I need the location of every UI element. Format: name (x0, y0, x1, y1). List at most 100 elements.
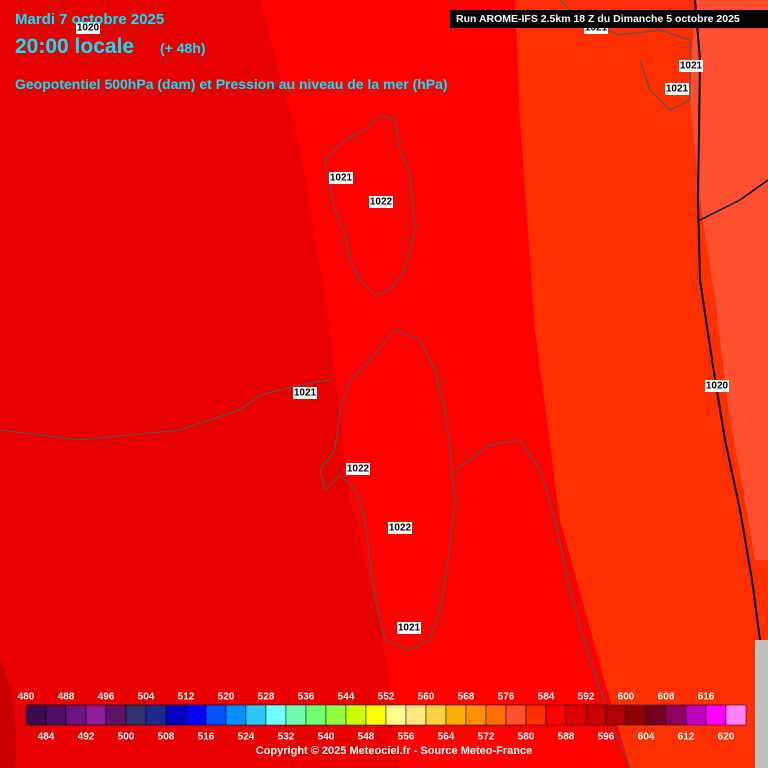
run-banner (450, 10, 768, 28)
colorbar-box (105, 704, 127, 726)
isobar-label: 1020 (706, 381, 729, 392)
colorbar-label: 496 (98, 692, 115, 703)
colorbar-label: 540 (318, 732, 335, 743)
colorbar-label: 580 (518, 732, 535, 743)
zone-596 (690, 0, 768, 560)
colorbar-box (485, 704, 507, 726)
isobar-label: 1021 (294, 388, 317, 399)
lead-time: (+ 48h) (160, 40, 206, 56)
colorbar-box (25, 704, 47, 726)
isobar-label: 1022 (370, 197, 393, 208)
isobar-label-bg (369, 196, 393, 208)
colorbar-box (225, 704, 247, 726)
colorbar-label: 576 (498, 692, 515, 703)
colorbar-label: 520 (218, 692, 235, 703)
colorbar-box (125, 704, 147, 726)
isobar-label-bg (76, 22, 100, 34)
run-info: Run AROME-IFS 2.5km 18 Z du Dimanche 5 o… (456, 13, 740, 25)
colorbar-label: 524 (238, 732, 255, 743)
outside-domain (755, 640, 768, 768)
colorbar-label: 612 (678, 732, 695, 743)
colorbar-label: 492 (78, 732, 95, 743)
colorbar-box (365, 704, 387, 726)
colorbar-box (285, 704, 307, 726)
isobar-label: 1021 (680, 61, 703, 72)
colorbar-box (185, 704, 207, 726)
isobar-label-bg (665, 83, 689, 95)
colorbar-label: 588 (558, 732, 575, 743)
colorbar-label: 532 (278, 732, 295, 743)
colorbar-label: 560 (418, 692, 435, 703)
isobar-label-bg (679, 60, 703, 72)
isobar-label: 1021 (585, 23, 608, 34)
colorbar-label: 584 (538, 692, 555, 703)
colorbar-label: 608 (658, 692, 675, 703)
colorbar-label: 564 (438, 732, 455, 743)
colorbar-box (505, 704, 527, 726)
zone-584 (0, 0, 400, 768)
colorbar-box (445, 704, 467, 726)
colorbar-box (205, 704, 227, 726)
colorbar-box (525, 704, 547, 726)
colorbar-box (145, 704, 167, 726)
colorbar-box (725, 704, 747, 726)
colorbar-label: 556 (398, 732, 415, 743)
isobar-label-bg (397, 622, 421, 634)
colorbar-label: 596 (598, 732, 615, 743)
time: 20:00 locale (15, 35, 134, 58)
zone-580 (0, 660, 16, 768)
colorbar-box (405, 704, 427, 726)
isobar-label: 1021 (330, 173, 353, 184)
isobar-label: 1020 (77, 23, 100, 34)
colorbar-box (65, 704, 87, 726)
colorbar-box (85, 704, 107, 726)
colorbar-label: 512 (178, 692, 195, 703)
colorbar-box (425, 704, 447, 726)
colorbar-box (665, 704, 687, 726)
colorbar-label: 572 (478, 732, 495, 743)
colorbar-box (605, 704, 627, 726)
colorbar-label: 552 (378, 692, 395, 703)
coastlines (0, 0, 691, 768)
border (694, 0, 761, 641)
isobar-label-bg (346, 463, 370, 475)
zone-588 (260, 0, 630, 768)
colorbar-label: 516 (198, 732, 215, 743)
colorbar-label: 484 (38, 732, 55, 743)
colorbar-label: 544 (338, 692, 355, 703)
colorbar-label: 620 (718, 732, 735, 743)
colorbar-box (265, 704, 287, 726)
colorbar-box (625, 704, 647, 726)
colorbar-box (245, 704, 267, 726)
colorbar-label: 480 (18, 692, 35, 703)
colorbar-box (585, 704, 607, 726)
colorbar-box (305, 704, 327, 726)
colorbar-label: 568 (458, 692, 475, 703)
colorbar-label: 616 (698, 692, 715, 703)
colorbar-box (45, 704, 67, 726)
colorbar-label: 548 (358, 732, 375, 743)
isobar-label: 1021 (666, 84, 689, 95)
colorbar-box (465, 704, 487, 726)
border (699, 179, 768, 221)
isobar-label: 1021 (398, 623, 421, 634)
colorbar-box (385, 704, 407, 726)
isobar-label-bg (705, 380, 729, 392)
colorbar-label: 504 (138, 692, 155, 703)
isobar-label-bg (329, 172, 353, 184)
colorbar-label: 500 (118, 732, 135, 743)
colorbar: 480 484 488 492 496 500 504 508 512 516 520 524 528 5… (18, 692, 747, 743)
copyright: Copyright © 2025 Meteociel.fr - Source M… (256, 745, 532, 757)
colorbar-label: 592 (578, 692, 595, 703)
colorbar-box (325, 704, 347, 726)
colorbar-label: 536 (298, 692, 315, 703)
colorbar-box (565, 704, 587, 726)
colorbar-label: 528 (258, 692, 275, 703)
field-title: Geopotentiel 500hPa (dam) et Pression au… (15, 76, 448, 92)
colorbar-box (165, 704, 187, 726)
colorbar-box (645, 704, 667, 726)
isobar-label-bg (388, 522, 412, 534)
colorbar-box (705, 704, 727, 726)
colorbar-box (345, 704, 367, 726)
